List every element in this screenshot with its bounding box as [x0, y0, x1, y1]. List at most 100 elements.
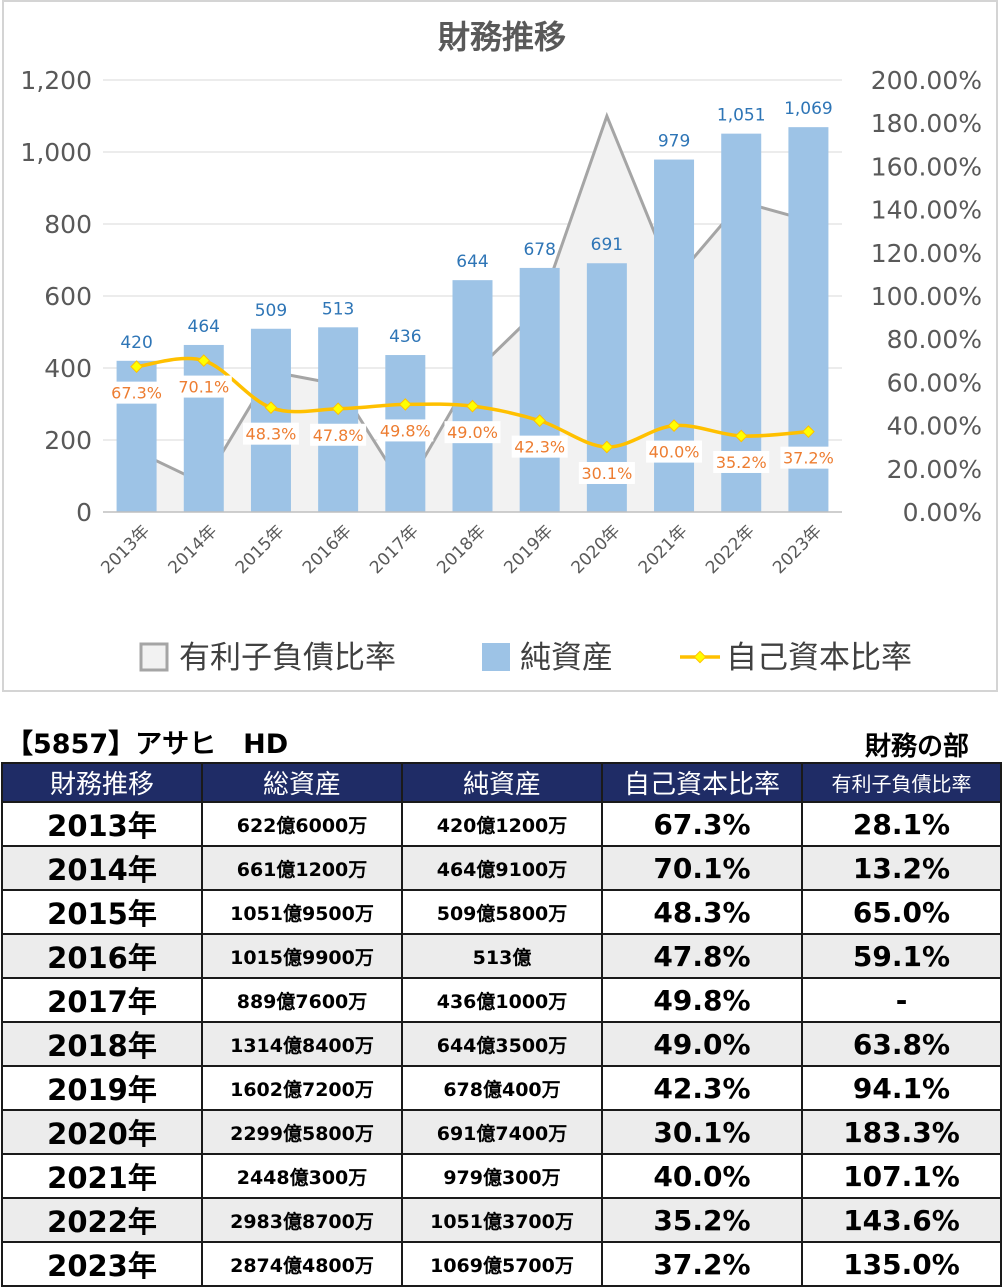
equity-ratio-marker [331, 402, 345, 416]
x-tick-label: 2022年 [702, 521, 759, 578]
table-cell: 28.1% [801, 801, 1002, 847]
table-cell: 2023年 [1, 1241, 203, 1287]
equity-ratio-marker [130, 360, 143, 373]
table-cell: 1051億3700万 [401, 1197, 603, 1243]
table-cell: 135.0% [801, 1241, 1002, 1287]
equity-ratio-marker [667, 419, 681, 432]
header-cell: 有利子負債比率 [801, 762, 1002, 803]
equity-ratio-marker [398, 398, 412, 411]
table-row: 2020年 2299億5800万 691億7400万 30.1% 183.3% [1, 1109, 1002, 1155]
table-row: 2023年 2874億4800万 1069億5700万 37.2% 135.0% [1, 1241, 1002, 1287]
legend-debt-ratio-swatch [139, 642, 169, 672]
table-cell: 2448億300万 [201, 1153, 403, 1199]
y-right-tick-label: 180.00% [871, 109, 982, 138]
table-row: 2015年 1051億9500万 509億5800万 48.3% 65.0% [1, 889, 1002, 935]
legend-net-assets-swatch [482, 643, 510, 671]
y-left-tick-label: 1,000 [20, 138, 92, 167]
table-cell: 40.0% [601, 1153, 803, 1199]
table-row: 2013年 622億6000万 420億1200万 67.3% 28.1% [1, 801, 1002, 847]
equity-ratio-label-bg [377, 419, 434, 442]
table-cell: 889億7600万 [201, 977, 403, 1023]
x-tick-label: 2019年 [500, 521, 557, 578]
y-left-tick-label: 1,200 [20, 66, 92, 95]
net-assets-data-label: 979 [658, 132, 690, 152]
equity-ratio-marker [533, 414, 547, 427]
table-cell: 2018年 [1, 1021, 203, 1067]
table-cell: 691億7400万 [401, 1109, 603, 1155]
x-tick-label: 2020年 [568, 521, 625, 578]
x-tick-label: 2013年 [97, 521, 154, 578]
equity-ratio-marker [802, 425, 815, 439]
table-cell: 70.1% [601, 845, 803, 891]
table-cell: 143.6% [801, 1197, 1002, 1243]
x-tick-label: 2016年 [299, 521, 356, 578]
table-cell: 1015億9900万 [201, 933, 403, 979]
net-assets-data-label: 644 [456, 252, 488, 272]
net-assets-data-label: 436 [389, 327, 421, 347]
table-cell: 183.3% [801, 1109, 1002, 1155]
table-cell: 509億5800万 [401, 889, 603, 935]
table-cell: 63.8% [801, 1021, 1002, 1067]
equity-ratio-label-bg [646, 440, 703, 463]
y-left-tick-label: 600 [44, 282, 92, 311]
equity-ratio-label-bg [175, 375, 232, 398]
equity-ratio-marker [734, 429, 748, 443]
equity-ratio-data-label: 48.3% [246, 425, 297, 444]
y-right-tick-label: 160.00% [871, 152, 982, 181]
legend-debt-ratio-label: 有利子負債比率 [179, 640, 396, 676]
equity-ratio-data-label: 47.8% [313, 426, 364, 445]
x-tick-label: 2014年 [165, 521, 222, 578]
table-cell: 94.1% [801, 1065, 1002, 1111]
table-cell: 2015年 [1, 889, 203, 935]
legend-equity-ratio-label: 自己資本比率 [726, 640, 912, 676]
y-right-tick-label: 80.00% [887, 325, 982, 354]
table-cell: 47.8% [601, 933, 803, 979]
table-cell: 42.3% [601, 1065, 803, 1111]
table-cell: 464億9100万 [401, 845, 603, 891]
table-cell: 35.2% [601, 1197, 803, 1243]
y-left-tick-label: 200 [44, 426, 92, 455]
equity-ratio-data-label: 49.8% [380, 421, 431, 440]
y-right-tick-label: 120.00% [871, 239, 982, 268]
table-cell: 67.3% [601, 801, 803, 847]
table-cell: 59.1% [801, 933, 1002, 979]
x-tick-label: 2015年 [232, 521, 289, 578]
table-row: 2021年 2448億300万 979億300万 40.0% 107.1% [1, 1153, 1002, 1199]
equity-ratio-data-label: 67.3% [111, 384, 162, 403]
x-tick-label: 2021年 [635, 521, 692, 578]
equity-ratio-data-label: 42.3% [514, 438, 565, 457]
table-row: 2016年 1015億9900万 513億 47.8% 59.1% [1, 933, 1002, 979]
net-assets-data-label: 678 [523, 240, 555, 260]
net-assets-data-label: 1,051 [717, 106, 766, 126]
table-cell: 65.0% [801, 889, 1002, 935]
equity-ratio-label-bg [310, 423, 367, 446]
table-cell: 48.3% [601, 889, 803, 935]
table-cell: 107.1% [801, 1153, 1002, 1199]
equity-ratio-marker [600, 440, 614, 454]
equity-ratio-data-label: 70.1% [178, 378, 229, 397]
equity-ratio-label-bg [108, 381, 165, 404]
header-cell: 自己資本比率 [601, 762, 803, 803]
equity-ratio-marker [466, 399, 479, 413]
table-cell: 420億1200万 [401, 801, 603, 847]
table-cell: 2020年 [1, 1109, 203, 1155]
table-cell: 2874億4800万 [201, 1241, 403, 1287]
y-right-tick-label: 0.00% [903, 498, 982, 527]
table-cell: 1602億7200万 [201, 1065, 403, 1111]
equity-ratio-data-label: 30.1% [581, 464, 632, 483]
financial-table: 財務推移 総資産 純資産 自己資本比率 有利子負債比率 2013年 622億600… [1, 762, 1002, 1287]
table-cell: 436億1000万 [401, 977, 603, 1023]
table-cell: 2983億8700万 [201, 1197, 403, 1243]
equity-ratio-label-bg [242, 422, 299, 445]
equity-ratio-label-bg [444, 421, 501, 444]
table-cell: 2014年 [1, 845, 203, 891]
net-assets-data-label: 509 [255, 301, 287, 321]
y-right-tick-label: 100.00% [871, 282, 982, 311]
table-cell: 2299億5800万 [201, 1109, 403, 1155]
table-cell: 979億300万 [401, 1153, 603, 1199]
net-assets-data-label: 464 [188, 317, 220, 337]
header-cell: 総資産 [201, 762, 403, 803]
equity-ratio-label-bg [578, 461, 635, 484]
table-cell: 49.8% [601, 977, 803, 1023]
net-assets-bar [318, 327, 359, 512]
